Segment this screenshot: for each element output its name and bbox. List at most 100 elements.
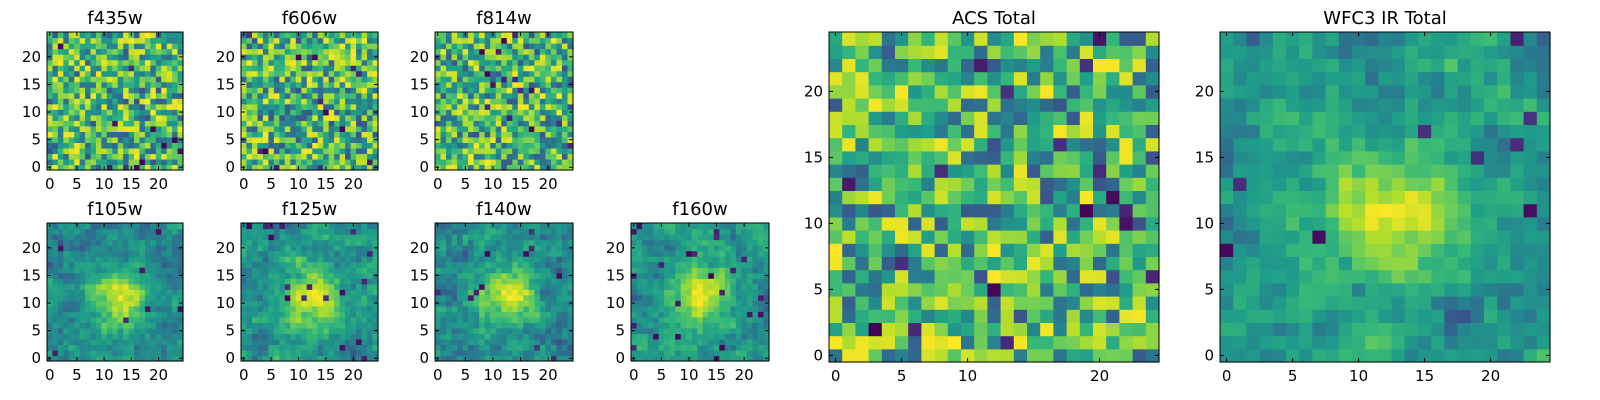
heatmap-cell (457, 32, 464, 39)
heatmap-cell (301, 120, 308, 127)
heatmap-cell (501, 153, 508, 160)
heatmap-cell (361, 250, 368, 257)
heatmap-cell (473, 305, 480, 312)
heatmap-cell (473, 223, 480, 230)
heatmap-cell (1132, 177, 1147, 191)
heatmap-cell (155, 153, 162, 160)
heatmap-cell (123, 92, 130, 99)
heatmap-cell (462, 261, 469, 268)
heatmap-cell (123, 70, 130, 77)
heatmap-cell (713, 349, 720, 357)
heatmap-cell (829, 322, 843, 337)
heatmap-cell (523, 98, 530, 105)
heatmap-cell (273, 261, 280, 268)
heatmap-cell (268, 48, 275, 55)
heatmap-cell (85, 256, 92, 263)
heatmap-cell (1066, 216, 1081, 231)
heatmap-cell (763, 338, 770, 346)
heatmap-cell (372, 322, 379, 329)
y-tick-label: 10 (410, 103, 429, 121)
heatmap-cell (567, 338, 574, 346)
x-tick-label: 0 (433, 366, 443, 384)
heatmap-cell (317, 136, 324, 143)
heatmap-cell (697, 305, 704, 312)
heatmap-cell (561, 142, 569, 149)
heatmap-cell (961, 282, 975, 297)
heatmap-cell (361, 54, 368, 61)
heatmap-cell (356, 228, 363, 235)
heatmap-cell (95, 228, 102, 235)
heatmap-cell (539, 142, 546, 149)
panel-title: f125w (282, 199, 337, 220)
heatmap-cell (539, 338, 546, 346)
y-tick-label: 20 (22, 239, 41, 257)
heatmap-cell (664, 239, 671, 246)
heatmap-cell (713, 322, 720, 329)
heatmap-cell (339, 114, 346, 121)
heatmap-cell (440, 98, 447, 105)
heatmap-cell (268, 70, 275, 77)
heatmap-cell (550, 272, 558, 279)
heatmap-cell (763, 333, 770, 340)
heatmap-cell (506, 92, 513, 99)
heatmap-cell (273, 114, 280, 121)
heatmap-cell (57, 228, 64, 235)
heatmap-cell (128, 48, 135, 55)
heatmap-cell (506, 109, 513, 116)
heatmap-cell (895, 309, 909, 323)
heatmap-cell (534, 87, 541, 94)
heatmap-cell (177, 239, 184, 246)
heatmap-cell (128, 54, 135, 61)
heatmap-cell (752, 278, 759, 285)
heatmap-cell (334, 158, 341, 166)
heatmap-cell (301, 294, 308, 301)
heatmap-cell (312, 98, 319, 105)
heatmap-cell (317, 338, 324, 346)
heatmap-cell (241, 344, 248, 351)
heatmap-cell (144, 81, 151, 88)
heatmap-cell (301, 305, 308, 312)
heatmap-cell (273, 272, 280, 279)
heatmap-cell (155, 228, 162, 235)
heatmap-cell (273, 250, 280, 257)
heatmap-cell (512, 256, 519, 263)
heatmap-cell (691, 223, 698, 230)
heatmap-cell (1119, 216, 1134, 231)
heatmap-cell (150, 81, 157, 88)
heatmap-cell (501, 92, 508, 99)
heatmap-cell (457, 338, 464, 346)
heatmap-cell (295, 228, 302, 235)
heatmap-cell (328, 131, 335, 138)
heatmap-cell (484, 261, 491, 268)
heatmap-cell (323, 120, 330, 127)
heatmap-cell (1145, 348, 1160, 363)
heatmap-cell (166, 234, 173, 241)
heatmap-cell (52, 272, 59, 279)
heatmap-cell (155, 245, 162, 252)
heatmap-cell (367, 267, 374, 274)
heatmap-cell (101, 65, 108, 72)
heatmap-cell (150, 311, 157, 318)
heatmap-cell (528, 256, 535, 263)
heatmap-cell (312, 338, 319, 346)
heatmap-cell (144, 327, 151, 334)
heatmap-cell (501, 76, 508, 83)
heatmap-cell (440, 272, 447, 279)
heatmap-cell (561, 250, 569, 257)
heatmap-cell (150, 305, 157, 312)
heatmap-cell (317, 92, 324, 99)
heatmap-cell (134, 32, 141, 39)
heatmap-cell (339, 283, 346, 290)
heatmap-cell (123, 228, 130, 235)
heatmap-cell (451, 261, 458, 268)
heatmap-cell (479, 305, 486, 312)
heatmap-cell (328, 87, 335, 94)
heatmap-cell (339, 125, 346, 132)
heatmap-cell (1040, 164, 1054, 178)
heatmap-cell (150, 76, 157, 83)
heatmap-cell (702, 272, 709, 279)
heatmap-cell (713, 250, 720, 257)
heatmap-cell (556, 136, 563, 143)
heatmap-cell (361, 283, 368, 290)
heatmap-cell (367, 125, 374, 132)
